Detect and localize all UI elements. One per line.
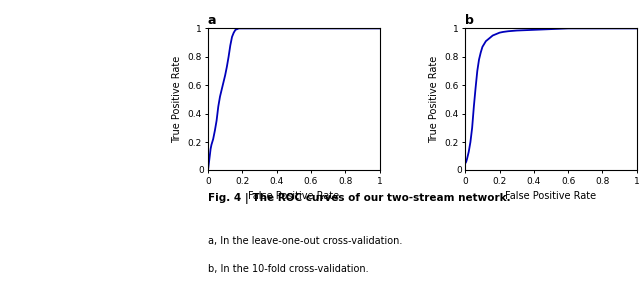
Y-axis label: True Positive Rate: True Positive Rate bbox=[429, 56, 439, 143]
X-axis label: False Positive Rate: False Positive Rate bbox=[248, 191, 339, 201]
Text: a, In the leave-one-out cross-validation.: a, In the leave-one-out cross-validation… bbox=[208, 236, 403, 246]
Text: b: b bbox=[465, 14, 474, 27]
Text: a: a bbox=[208, 14, 216, 27]
X-axis label: False Positive Rate: False Positive Rate bbox=[506, 191, 596, 201]
Text: Fig. 4 | The ROC curves of our two-stream network.: Fig. 4 | The ROC curves of our two-strea… bbox=[208, 193, 511, 204]
Text: b, In the 10-fold cross-validation.: b, In the 10-fold cross-validation. bbox=[208, 264, 369, 274]
Y-axis label: True Positive Rate: True Positive Rate bbox=[172, 56, 182, 143]
Text: 0: 0 bbox=[456, 166, 462, 175]
Text: 0: 0 bbox=[199, 166, 205, 175]
